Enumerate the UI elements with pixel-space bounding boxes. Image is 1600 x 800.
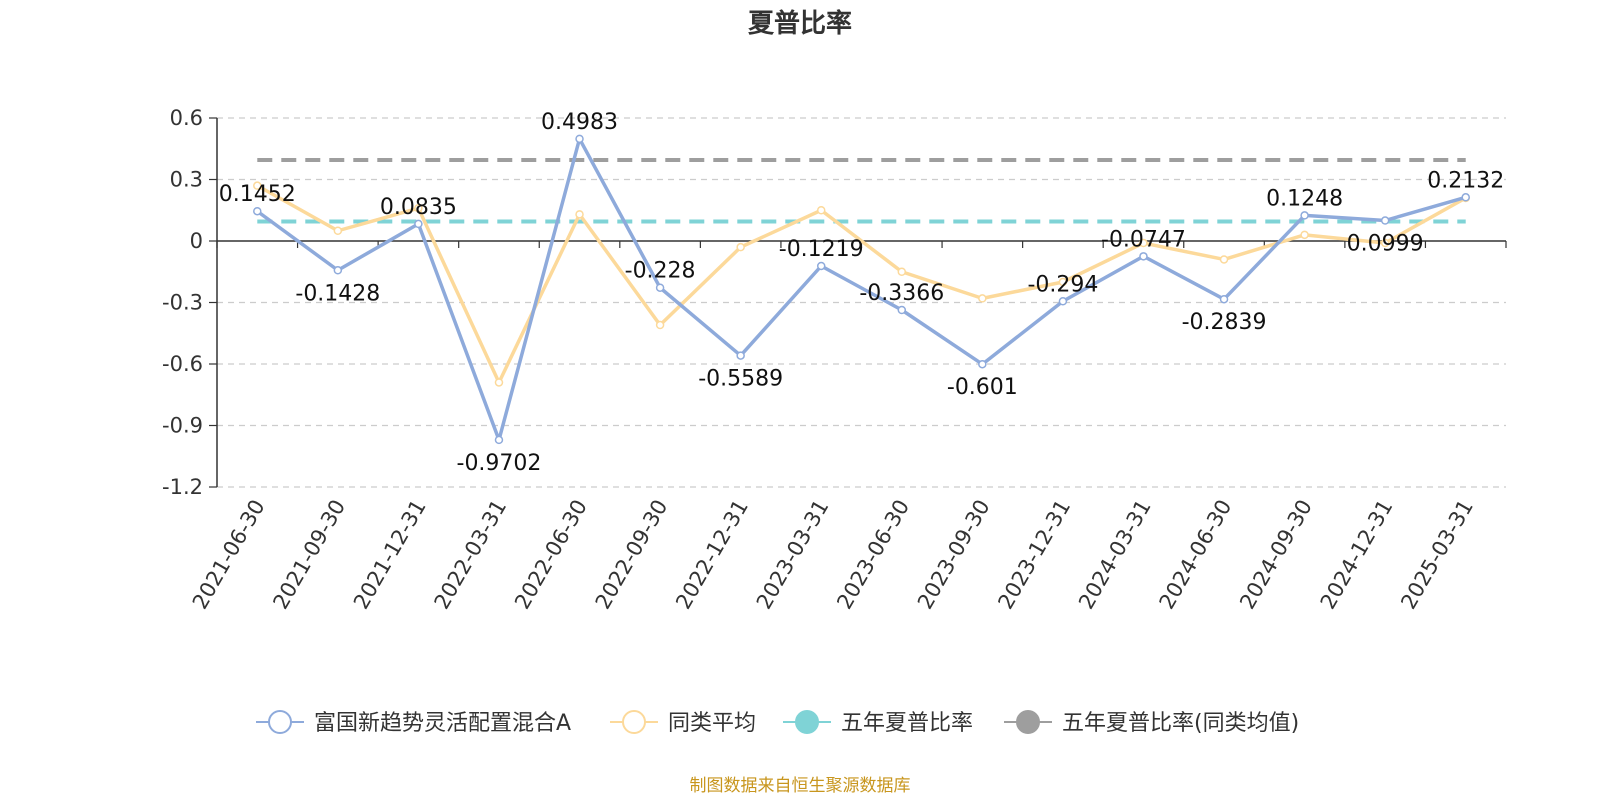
x-tick-label: 2024-12-31 [1316, 496, 1398, 614]
fund-point [1380, 216, 1390, 225]
fund-point [736, 351, 745, 360]
legend-marker-icon [268, 710, 292, 734]
fund-point [333, 266, 343, 275]
legend-marker-icon [1016, 710, 1040, 734]
legend-item: 五年夏普比率(同类均值) [1004, 710, 1299, 736]
x-tick-label: 2022-12-31 [671, 496, 753, 614]
grid-layer [217, 117, 1506, 488]
x-tick-label: 2024-03-31 [1074, 496, 1156, 614]
data-label: 0.0999 [1347, 232, 1424, 257]
fund-point [1058, 297, 1068, 306]
chart-title: 夏普比率 [748, 8, 852, 39]
legend-label: 五年夏普比率 [841, 711, 973, 736]
legend-label: 富国新趋势灵活配置混合A [314, 711, 571, 736]
peer-average-point [1300, 230, 1309, 240]
legend-item: 富国新趋势灵活配置混合A [256, 710, 571, 736]
legend-marker-icon [622, 710, 646, 734]
peer-average-point [1380, 238, 1390, 248]
data-label: -0.2839 [1182, 310, 1267, 335]
legend: 富国新趋势灵活配置混合A 同类平均 五年夏普比率 五年夏普比率(同类均值) [256, 710, 1299, 736]
data-label: 0.4983 [541, 110, 618, 135]
peer-average-point [253, 181, 262, 190]
peer-average-point [897, 267, 907, 276]
x-tick-label: 2022-09-30 [591, 496, 673, 614]
data-label: -0.294 [1027, 272, 1098, 297]
x-tick-label: 2023-03-31 [752, 496, 834, 614]
y-tick-label: -1.2 [162, 475, 203, 499]
peer-average-point [736, 242, 745, 252]
fund-point [1461, 193, 1470, 202]
x-tick-label: 2021-12-31 [349, 496, 431, 614]
peer-average-point [575, 210, 584, 219]
y-tick-label: -0.6 [162, 352, 203, 376]
data-label: -0.9702 [457, 451, 542, 476]
x-tick-label: 2023-09-30 [913, 496, 995, 614]
y-tick-label: -0.9 [162, 414, 203, 438]
peer-average-point [816, 206, 826, 215]
data-label: -0.601 [947, 375, 1018, 400]
x-tick-label: 2025-03-31 [1396, 496, 1478, 614]
fund-point [575, 134, 584, 144]
x-tick-label: 2023-06-30 [832, 496, 914, 614]
legend-marker-icon [795, 710, 819, 734]
reference-lines [257, 158, 1466, 224]
data-label: -0.0747 [1101, 227, 1186, 252]
data-label: 0.2132 [1427, 168, 1504, 193]
y-tick-label: 0 [190, 229, 203, 253]
fund-point [897, 305, 907, 315]
data-label: -0.1219 [779, 237, 864, 262]
y-tick-label: 0.3 [170, 168, 203, 192]
series-layer [253, 134, 1470, 445]
fund-point [494, 435, 504, 445]
x-tick-label: 2021-06-30 [188, 496, 270, 614]
x-tick-label: 2022-06-30 [510, 496, 592, 614]
data-label: -0.5589 [698, 367, 783, 392]
x-tick-label: 2024-09-30 [1235, 496, 1317, 614]
data-label: -0.228 [625, 259, 696, 284]
axis-layer: 0.6 0.3 0 -0.3 -0.6 -0.9 -1.22021-06-302021-09… [162, 106, 1507, 614]
data-label: -0.3366 [859, 281, 944, 306]
source-note: 制图数据来自恒生聚源数据库 [690, 776, 911, 796]
y-tick-label: -0.3 [162, 291, 203, 315]
peer-average-point [1219, 255, 1229, 264]
fund-point [414, 219, 423, 229]
data-labels: 0.1452 -0.1428 0.0835 -0.9702 0.4983 -0.228 -0… [219, 110, 1504, 476]
y-tick-label: 0.6 [170, 106, 203, 130]
peer-average-line [256, 184, 1467, 385]
data-label: 0.1248 [1266, 186, 1343, 211]
x-tick-label: 2024-06-30 [1155, 496, 1237, 614]
fund-point [1219, 294, 1229, 304]
peer-average-point [1058, 277, 1068, 287]
peer-average-point [655, 320, 665, 330]
data-label: -0.1428 [295, 281, 380, 306]
fund-point [1300, 211, 1309, 220]
x-tick-label: 2023-12-31 [993, 496, 1075, 614]
data-label: 0.1452 [219, 182, 296, 207]
fund-point [655, 283, 665, 292]
legend-item: 五年夏普比率 [783, 710, 973, 736]
peer-average-point [494, 378, 504, 387]
data-label: 0.0835 [380, 195, 457, 220]
x-tick-label: 2021-09-30 [268, 496, 350, 614]
fund-point [253, 206, 262, 216]
fund-line [256, 137, 1467, 442]
fund-point [816, 261, 826, 271]
x-tick-label: 2022-03-31 [429, 496, 511, 614]
legend-label: 同类平均 [668, 711, 756, 736]
peer-average-point [414, 203, 423, 213]
peer-average-point [333, 226, 343, 235]
fund-point [1139, 252, 1148, 261]
legend-label: 五年夏普比率(同类均值) [1062, 711, 1299, 736]
peer-average-point [978, 294, 987, 303]
legend-item: 同类平均 [610, 710, 756, 736]
fund-point [978, 359, 987, 369]
peer-average-point [1139, 238, 1148, 248]
